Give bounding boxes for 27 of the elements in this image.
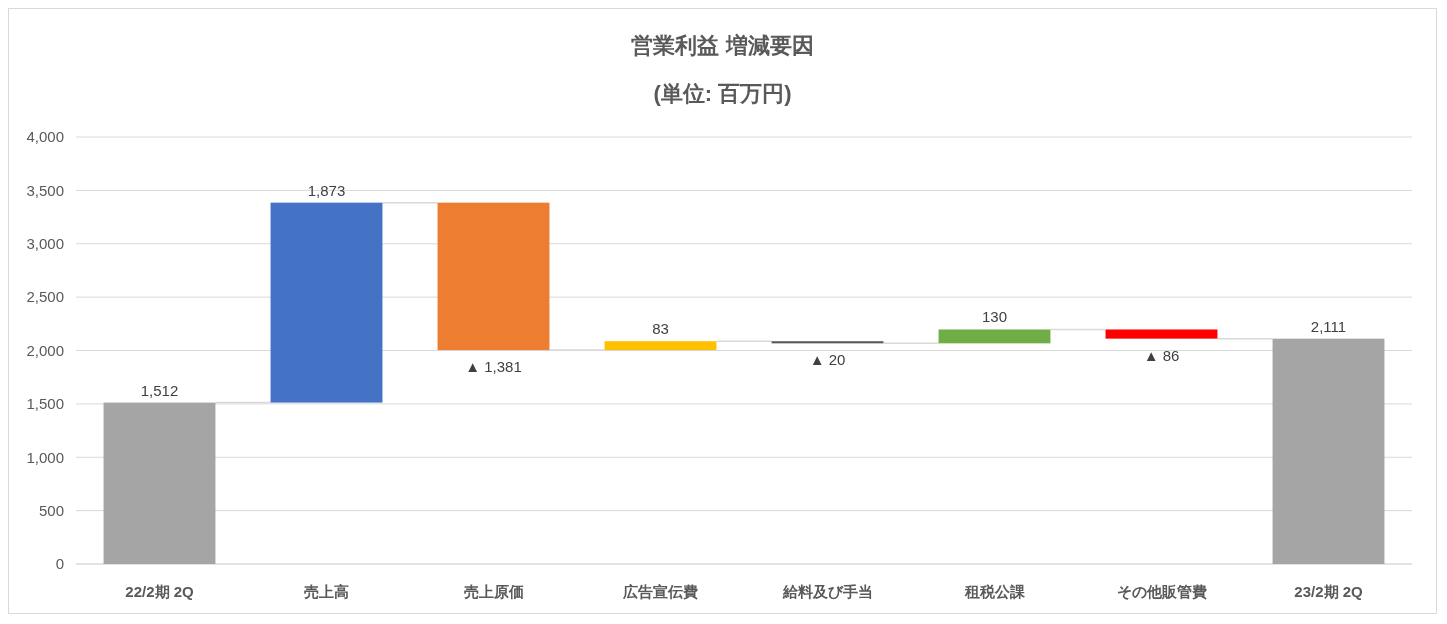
y-tick-label: 1,500 xyxy=(26,395,64,413)
chart-subtitle: (単位: 百万円) xyxy=(653,81,792,106)
data-label: 1,512 xyxy=(140,381,179,399)
x-tick-label: 広告宣伝費 xyxy=(622,583,698,600)
y-tick-label: 0 xyxy=(55,555,64,573)
data-label: 1,873 xyxy=(307,181,346,199)
data-label: ▲ 1,381 xyxy=(465,358,522,376)
x-tick-label: 売上原価 xyxy=(463,583,524,600)
y-tick-label: 500 xyxy=(38,501,64,519)
data-label: 130 xyxy=(981,308,1008,326)
data-label: 2,111 xyxy=(1310,317,1347,335)
chart-title: 営業利益 増減要因 xyxy=(631,33,814,58)
y-tick-label: 3,000 xyxy=(26,235,64,252)
x-tick-label: 売上高 xyxy=(304,583,349,600)
y-tick-label: 3,500 xyxy=(26,181,64,199)
x-tick-label: 22/2期 2Q xyxy=(125,583,195,600)
x-tick-label: 租税公課 xyxy=(963,583,1026,600)
x-tick-label: 給料及び手当 xyxy=(781,583,873,600)
y-tick-label: 2,000 xyxy=(26,341,64,359)
y-tick-label: 4,000 xyxy=(26,128,64,146)
y-tick-label: 2,500 xyxy=(26,288,64,306)
x-tick-label: 23/2期 2Q xyxy=(1294,583,1364,600)
data-label: ▲ 20 xyxy=(809,351,846,369)
x-tick-label: その他販管費 xyxy=(1116,583,1207,600)
y-tick-label: 1,000 xyxy=(26,448,64,466)
data-label: ▲ 86 xyxy=(1143,346,1180,364)
data-label: 83 xyxy=(652,320,669,338)
